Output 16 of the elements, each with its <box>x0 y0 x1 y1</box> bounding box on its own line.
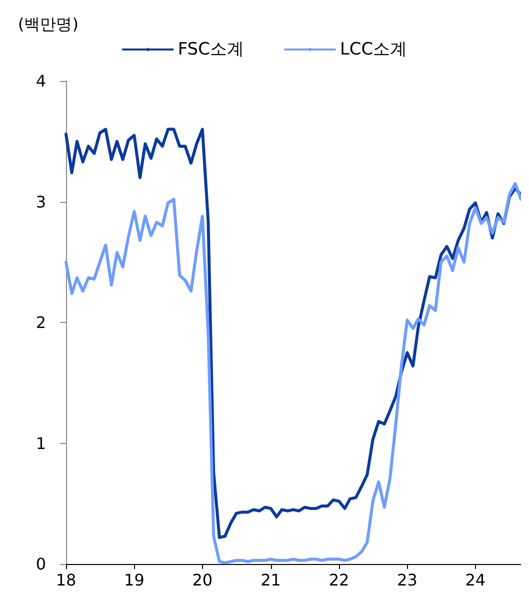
y-tick-label: 4 <box>36 72 46 90</box>
x-tick-label: 22 <box>328 570 350 590</box>
y-axis-title: (백만명) <box>18 14 78 34</box>
x-tick-label: 23 <box>397 570 418 590</box>
x-tick-label: 19 <box>124 570 144 590</box>
x-tick-label: 21 <box>260 570 281 590</box>
legend-label: FSC소계 <box>178 40 244 60</box>
x-tick-label: 18 <box>56 570 76 590</box>
y-tick-label: 3 <box>36 192 46 212</box>
line-series <box>64 128 521 539</box>
y-tick-label: 0 <box>36 554 46 574</box>
y-tick-label: 2 <box>36 313 46 332</box>
legend-label: LCC소계 <box>340 40 408 60</box>
y-tick-label: 1 <box>36 434 46 453</box>
x-tick-label: 20 <box>192 570 213 590</box>
x-tick-label: 24 <box>465 570 486 590</box>
